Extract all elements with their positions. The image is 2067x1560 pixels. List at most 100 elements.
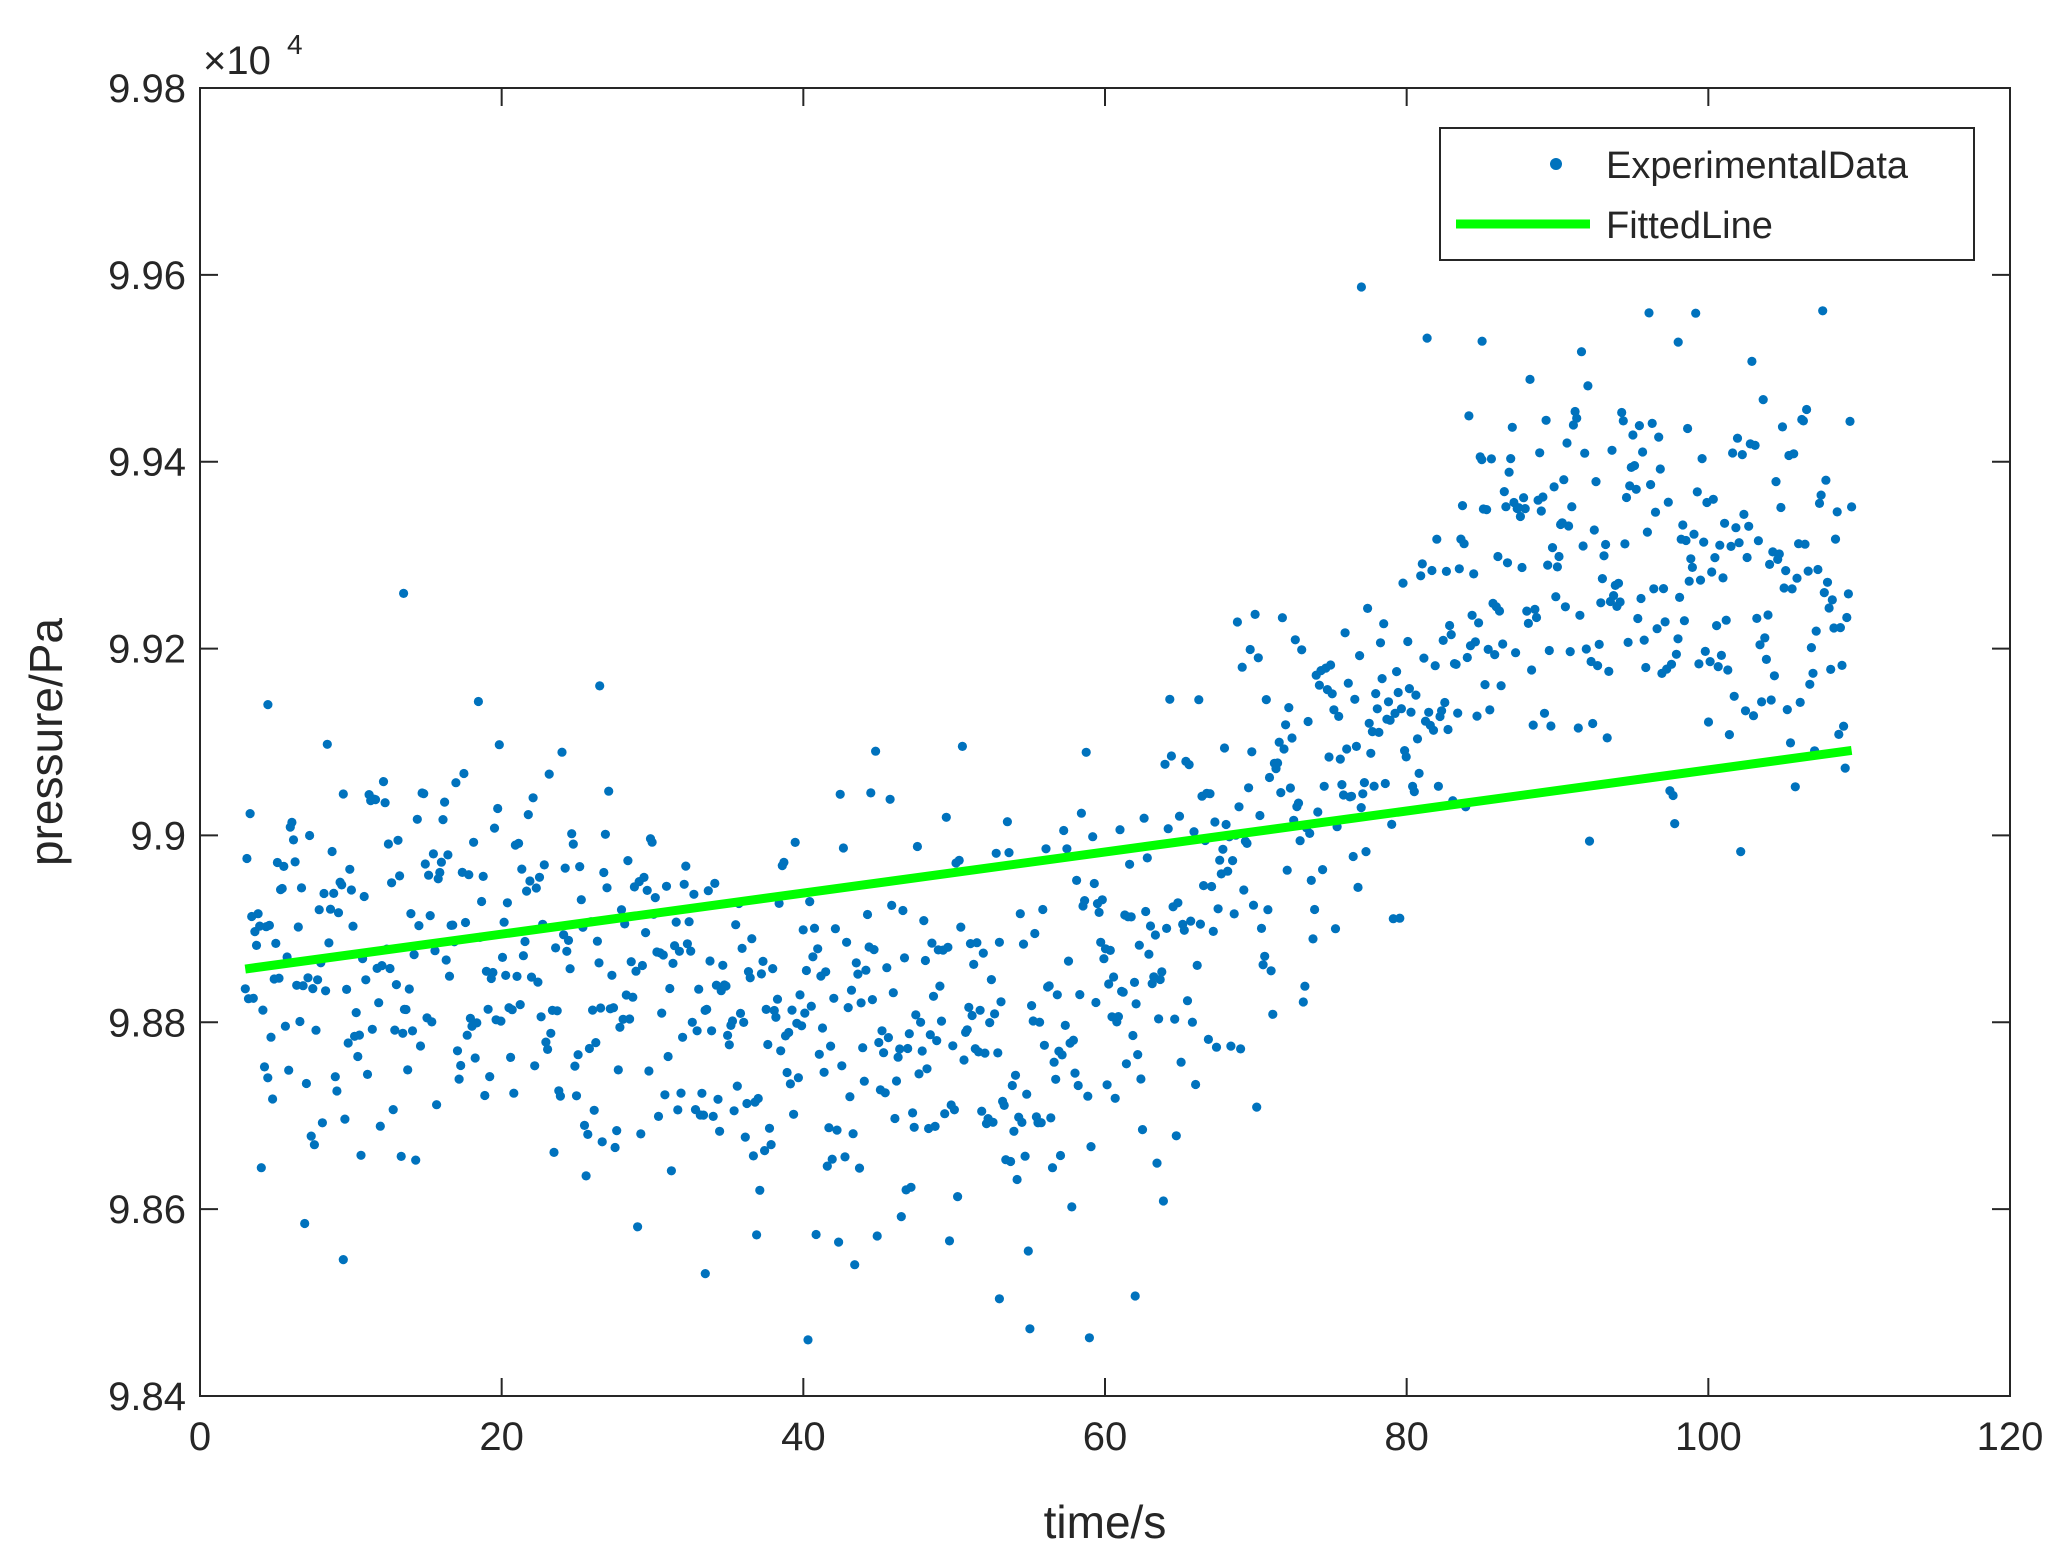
data-point <box>647 837 657 847</box>
data-point <box>1412 734 1423 744</box>
data-point <box>1356 282 1366 292</box>
data-point <box>1760 633 1770 643</box>
data-point <box>1219 743 1230 753</box>
data-point <box>848 1129 858 1139</box>
data-point <box>295 1016 305 1027</box>
data-point <box>1404 684 1414 694</box>
data-point <box>544 769 554 779</box>
data-point <box>1232 617 1242 627</box>
data-point <box>811 1229 821 1240</box>
data-point <box>885 794 895 804</box>
data-point <box>1171 1131 1181 1141</box>
data-point <box>311 1025 321 1035</box>
data-point <box>729 1106 739 1116</box>
data-point <box>776 1046 786 1056</box>
data-point <box>930 1121 940 1131</box>
data-point <box>1126 912 1136 922</box>
data-point <box>430 946 440 956</box>
data-point <box>814 1049 824 1059</box>
data-point <box>962 1025 972 1035</box>
data-point <box>1059 825 1069 836</box>
data-point <box>893 1052 903 1062</box>
data-point <box>253 909 263 919</box>
data-point <box>1755 640 1765 650</box>
data-point <box>584 1043 595 1054</box>
data-point <box>599 867 609 878</box>
data-point <box>1474 618 1484 628</box>
data-point <box>390 1025 400 1035</box>
data-point <box>1199 881 1209 891</box>
data-point <box>1287 733 1297 743</box>
data-point <box>1318 865 1328 875</box>
data-point <box>1779 583 1789 593</box>
data-point <box>596 1003 606 1013</box>
data-point <box>1035 1017 1045 1027</box>
data-point <box>300 1218 310 1229</box>
data-point <box>834 1237 844 1247</box>
data-point <box>444 971 455 981</box>
data-point <box>661 881 672 891</box>
data-point <box>583 1129 593 1139</box>
data-point <box>896 1212 906 1222</box>
data-point <box>801 965 812 976</box>
data-point <box>975 1005 985 1015</box>
data-point <box>1355 651 1365 661</box>
data-point <box>502 898 512 908</box>
data-point <box>1335 754 1345 764</box>
data-point <box>798 925 808 935</box>
y-exponent-base: ×10 <box>203 39 271 83</box>
data-point <box>1498 639 1508 649</box>
data-point <box>682 939 693 949</box>
data-point <box>739 1017 749 1027</box>
data-point <box>887 900 897 911</box>
data-point <box>944 1236 955 1246</box>
data-point <box>1774 549 1784 559</box>
data-point <box>401 1004 411 1015</box>
data-point <box>1006 1156 1016 1167</box>
data-point <box>1785 738 1796 748</box>
data-point <box>1835 623 1845 633</box>
data-point <box>427 1017 437 1027</box>
data-point <box>1129 977 1140 988</box>
data-point <box>324 938 334 948</box>
data-point <box>817 1023 828 1033</box>
data-point <box>835 789 845 799</box>
data-point <box>1137 1125 1148 1135</box>
data-point <box>1009 1126 1019 1136</box>
data-point <box>940 1109 950 1119</box>
data-point <box>1187 1017 1197 1027</box>
data-point <box>351 1008 361 1018</box>
data-point <box>639 872 649 883</box>
data-point <box>1687 562 1697 573</box>
data-point <box>1015 909 1025 919</box>
data-point <box>1451 659 1461 670</box>
data-point <box>1604 666 1614 677</box>
data-point <box>517 864 527 874</box>
data-point <box>1695 575 1706 585</box>
data-point <box>917 1046 927 1056</box>
data-point <box>1834 729 1844 740</box>
data-point <box>641 928 651 938</box>
data-point <box>891 1076 902 1086</box>
data-point <box>1708 494 1718 504</box>
data-point <box>1401 752 1411 762</box>
data-point <box>1803 566 1813 576</box>
data-point <box>766 1140 776 1150</box>
data-point <box>1207 881 1217 892</box>
data-point <box>721 981 731 991</box>
data-point <box>1068 1035 1078 1045</box>
data-point <box>623 856 633 866</box>
legend-box <box>1439 127 1975 261</box>
data-point <box>592 936 603 946</box>
data-point <box>356 1150 366 1160</box>
data-point <box>589 1105 599 1115</box>
data-point <box>1740 706 1751 716</box>
data-point <box>698 1110 709 1120</box>
data-point <box>1673 337 1683 347</box>
data-point <box>1453 708 1463 718</box>
data-point <box>1293 798 1304 808</box>
data-point <box>1155 974 1165 985</box>
data-point <box>793 1073 804 1083</box>
data-point <box>528 793 538 803</box>
data-point <box>710 878 720 889</box>
